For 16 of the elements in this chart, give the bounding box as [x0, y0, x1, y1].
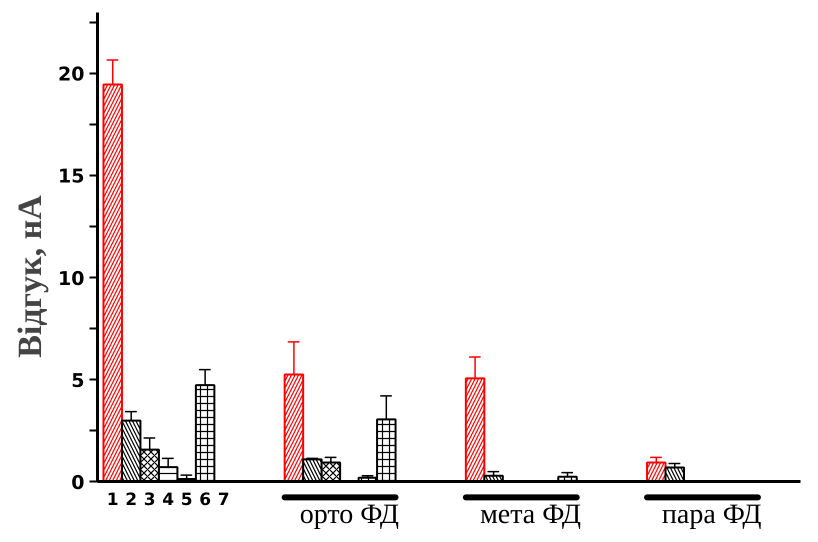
series-label: 7: [218, 490, 230, 510]
y-axis-title: Відгук, нА: [12, 194, 50, 358]
y-tick-label: 20: [58, 64, 85, 86]
y-tick-label: 10: [58, 268, 85, 290]
series-label: 1: [106, 490, 119, 510]
series-label: 5: [180, 490, 193, 510]
series-label: 6: [199, 490, 212, 510]
y-tick-label: 15: [58, 166, 85, 188]
series-label: 4: [162, 490, 174, 510]
y-tick-label: 0: [71, 472, 85, 494]
x-tick-label: пара ФД: [662, 498, 762, 530]
y-tick-label: 5: [71, 370, 85, 392]
x-tick-label: мета ФД: [480, 498, 581, 530]
series-label: 2: [125, 490, 138, 510]
series-label: 3: [144, 490, 156, 510]
x-tick-label: орто ФД: [300, 498, 399, 530]
